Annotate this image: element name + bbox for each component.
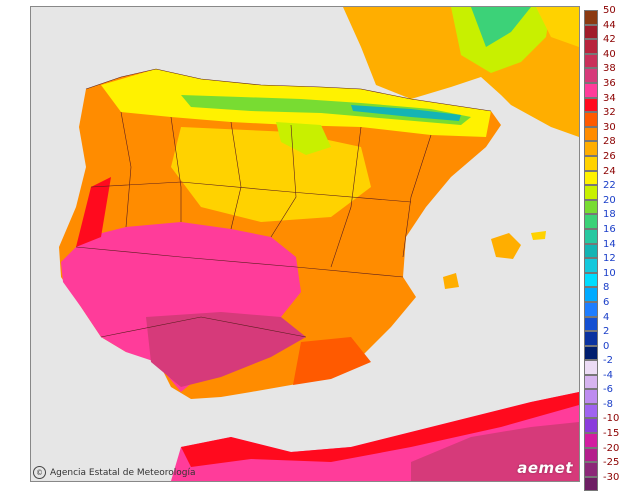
region-borders: [75, 68, 492, 338]
legend-cold-label: -30: [603, 471, 620, 483]
legend-cold-label: -4: [603, 369, 613, 381]
legend-warm-label: 14: [603, 238, 616, 250]
legend-warm-label: 38: [603, 63, 616, 75]
legend-warm-label: 12: [603, 253, 616, 265]
legend-warm-label: 4: [603, 311, 610, 323]
aemet-logo: aemet: [517, 459, 573, 477]
legend-warm-swatch: [584, 287, 598, 302]
legend-warm-label: 30: [603, 121, 616, 133]
legend-warm-swatch: [584, 331, 598, 346]
red-margin: [76, 177, 111, 247]
legend-cold-swatch: [584, 403, 598, 419]
legend-warm-label: 6: [603, 297, 610, 308]
legend-cold-swatch: [584, 433, 598, 448]
legend-warm-label: 36: [603, 78, 616, 89]
legend-warm-swatch: [584, 112, 598, 127]
cc-icon: ©: [33, 466, 46, 479]
ibiza-island: [443, 273, 459, 289]
legend-cold-label: -2: [603, 355, 613, 366]
guadalquivir-hot: [146, 312, 306, 387]
legend-warm-label: 20: [603, 194, 616, 206]
menorca-island: [531, 231, 546, 240]
legend-warm-label: 50: [603, 5, 616, 16]
agency-credit-text: Agencia Estatal de Meteorología: [50, 467, 196, 478]
legend-warm-swatch: [584, 97, 598, 113]
legend-warm-swatch: [584, 170, 598, 186]
legend-warm-swatch: [584, 272, 598, 288]
legend-cold-label: -6: [603, 384, 613, 396]
legend-warm-label: 8: [603, 282, 610, 294]
legend-cold-swatch: [584, 389, 598, 404]
legend-warm-swatch: [584, 83, 598, 98]
legend-warm-label: 40: [603, 48, 616, 60]
legend-warm-swatch: [584, 214, 598, 229]
legend-warm-swatch: [584, 316, 598, 332]
legend-warm-label: 16: [603, 224, 616, 235]
legend-warm-label: 18: [603, 209, 616, 221]
legend-warm-label: 28: [603, 136, 616, 148]
legend-warm-swatch: [584, 68, 598, 83]
legend-warm-label: 34: [603, 92, 616, 104]
legend-warm-swatch: [584, 345, 598, 361]
legend-warm-swatch: [584, 126, 598, 142]
mallorca-island: [491, 233, 521, 259]
iberian-system-green: [276, 122, 331, 155]
legend-warm-swatch: [584, 258, 598, 273]
legend-cold-label: -8: [603, 398, 613, 410]
southwest-hot-area: [61, 222, 301, 392]
legend-cold-swatch: [584, 360, 598, 375]
map-canvas: [59, 7, 579, 481]
legend-warm-label: 24: [603, 165, 616, 177]
temperature-map: © Agencia Estatal de Meteorología aemet: [30, 6, 580, 482]
legend-warm-swatch: [584, 199, 598, 215]
legend-cold-swatch: [584, 476, 598, 492]
legend-warm-swatch: [584, 53, 598, 69]
legend-warm-swatch: [584, 39, 598, 54]
pyrenees-cold: [351, 105, 461, 121]
atlas-hot: [411, 422, 579, 481]
legend-warm-swatch: [584, 141, 598, 156]
legend-cold-swatch: [584, 447, 598, 463]
alps-cold-patch: [471, 7, 531, 47]
aemet-logo-text: aemet: [517, 459, 573, 477]
legend-warm-label: 22: [603, 180, 616, 192]
legend-warm-swatch: [584, 185, 598, 200]
legend-cold-label: -10: [603, 413, 620, 425]
southeast-red: [293, 337, 371, 385]
temperature-legend: 50 44 42 40 38 36 34 32 30 28 26 24 22 20 18 16 14 12 10 8 6…: [584, 5, 626, 492]
legend-warm-swatch: [584, 229, 598, 244]
north-africa-red-band: [181, 392, 579, 467]
legend-cold-label: -25: [603, 457, 620, 469]
legend-warm-swatch: [584, 24, 598, 40]
legend-warm-label: 32: [603, 107, 616, 119]
legend-cold-swatch: [584, 462, 598, 477]
legend-warm-swatch: [584, 302, 598, 317]
legend-cold-label: -15: [603, 428, 620, 439]
legend-warm-swatch: [584, 156, 598, 171]
france-east-yellow: [536, 7, 579, 47]
legend-warm-swatch: [584, 10, 598, 25]
legend-warm-label: 42: [603, 34, 616, 46]
cantabrian-green: [181, 95, 471, 125]
central-yellow: [171, 127, 371, 222]
legend-warm-label: 10: [603, 267, 616, 279]
legend-warm-label: 26: [603, 151, 616, 162]
legend-cold-label: -20: [603, 442, 620, 454]
legend-warm-label: 0: [603, 340, 610, 352]
agency-credit: © Agencia Estatal de Meteorología: [33, 466, 196, 479]
legend-warm-swatch: [584, 243, 598, 259]
legend-warm-label: 2: [603, 326, 610, 338]
legend-warm-label: 44: [603, 19, 616, 31]
alps-cool-area: [451, 7, 551, 73]
legend-cold-swatch: [584, 418, 598, 433]
legend-cold-swatch: [584, 374, 598, 390]
